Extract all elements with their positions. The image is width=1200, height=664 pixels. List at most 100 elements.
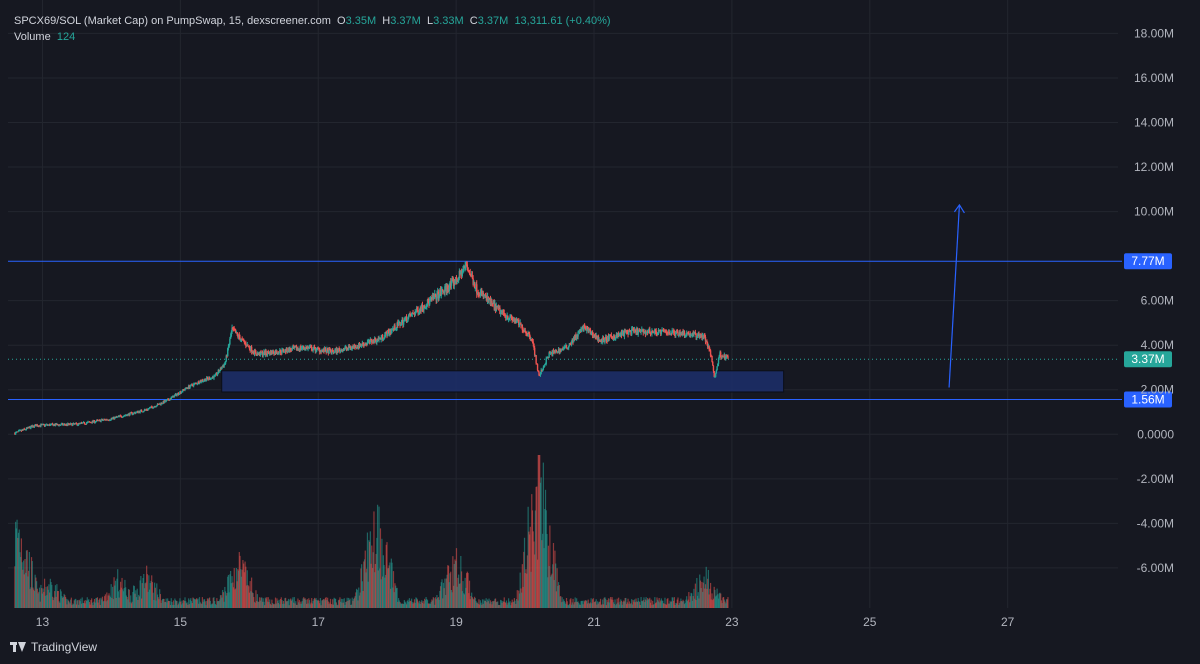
volume-bar xyxy=(500,600,502,608)
candle-body xyxy=(88,421,90,423)
volume-bar xyxy=(365,572,367,608)
candle-body xyxy=(267,351,269,353)
volume-bar xyxy=(584,600,586,608)
volume-bar xyxy=(518,593,521,608)
candle-body xyxy=(33,425,35,428)
candle-body xyxy=(124,415,126,417)
volume-bar xyxy=(251,577,253,608)
candle-body xyxy=(630,330,632,335)
candle-body xyxy=(497,306,499,308)
candle-body xyxy=(590,333,592,335)
volume-bar xyxy=(170,598,172,608)
volume-bar xyxy=(153,600,155,608)
candle-body xyxy=(379,337,381,339)
candle-body xyxy=(284,349,287,352)
volume-bar xyxy=(471,597,474,608)
volume-bar xyxy=(83,602,85,608)
volume-bar xyxy=(570,598,572,608)
volume-bar xyxy=(177,605,179,608)
volume-bar xyxy=(229,574,231,608)
volume-bar xyxy=(127,589,130,608)
support-zone xyxy=(221,370,785,393)
volume-bar xyxy=(481,604,483,608)
volume-bar xyxy=(513,598,515,608)
volume-bar xyxy=(592,598,594,608)
candle-body xyxy=(355,345,357,348)
volume-bar xyxy=(387,568,389,608)
candle-body xyxy=(160,402,162,405)
volume-bar xyxy=(103,600,105,608)
candle-body xyxy=(493,302,495,308)
volume-bar xyxy=(622,601,624,608)
volume-bar xyxy=(704,588,706,608)
candle-body xyxy=(548,352,550,358)
candle-body xyxy=(74,423,76,425)
symbol-title[interactable]: SPCX69/SOL (Market Cap) on PumpSwap, 15,… xyxy=(14,15,331,27)
candle-body xyxy=(478,295,481,297)
volume-bar xyxy=(577,601,579,608)
candle-body xyxy=(472,278,474,285)
volume-bar xyxy=(697,592,699,608)
candle-body xyxy=(376,338,379,341)
candle-body xyxy=(57,424,60,426)
candle-body xyxy=(455,276,458,282)
candle-body xyxy=(623,330,626,337)
candle-body xyxy=(466,264,469,268)
volume-bar xyxy=(268,602,270,608)
candle-body xyxy=(260,351,262,353)
candle-body xyxy=(209,378,212,380)
volume-bar xyxy=(51,596,54,608)
volume-bar xyxy=(660,600,662,608)
candle-body xyxy=(665,332,668,334)
candle-body xyxy=(648,329,650,332)
volume-bar xyxy=(725,603,727,608)
volume-bar xyxy=(560,602,563,608)
candle-body xyxy=(487,296,490,302)
volume-bar xyxy=(342,602,345,608)
candle-body xyxy=(693,332,696,334)
volume-bar xyxy=(117,591,120,608)
volume-bar xyxy=(132,591,134,608)
volume-bar xyxy=(106,600,109,608)
volume-bar xyxy=(253,597,255,608)
volume-bar xyxy=(148,575,150,608)
volume-bar xyxy=(597,603,599,608)
arrow-shaft[interactable] xyxy=(948,204,961,388)
volume-bar xyxy=(46,595,48,608)
candle-body xyxy=(197,381,199,384)
tradingview-logo[interactable]: TradingView xyxy=(10,640,97,654)
volume-bar xyxy=(416,599,418,608)
volume-bar xyxy=(309,604,311,608)
candle-body xyxy=(599,339,601,342)
volume-bar xyxy=(450,589,453,608)
volume-bar xyxy=(646,598,649,608)
volume-bar xyxy=(30,587,32,608)
volume-bar xyxy=(528,531,530,608)
volume-bar xyxy=(230,570,232,608)
candle-body xyxy=(451,279,453,281)
candle-body xyxy=(59,424,62,426)
volume-bar xyxy=(127,599,129,608)
candle-body xyxy=(346,348,348,350)
volume-bar xyxy=(629,604,631,608)
volume-bar xyxy=(521,564,523,608)
volume-bar xyxy=(650,599,652,608)
candle-body xyxy=(470,275,473,277)
candle-body xyxy=(258,352,261,356)
zone-rect[interactable] xyxy=(221,370,785,393)
candle-body xyxy=(457,280,459,282)
candle-body xyxy=(151,407,154,409)
volume-bar xyxy=(236,581,238,608)
volume-bar xyxy=(374,563,377,608)
volume-bar xyxy=(318,601,320,608)
candle-body xyxy=(152,407,154,409)
volume-bar xyxy=(182,603,184,608)
candle-body xyxy=(300,346,302,350)
volume-bar xyxy=(257,601,259,608)
candle-body xyxy=(399,322,401,326)
volume-bar xyxy=(51,584,53,608)
candle-body xyxy=(659,329,661,332)
volume-bar xyxy=(224,591,227,608)
volume-bar xyxy=(342,599,344,608)
